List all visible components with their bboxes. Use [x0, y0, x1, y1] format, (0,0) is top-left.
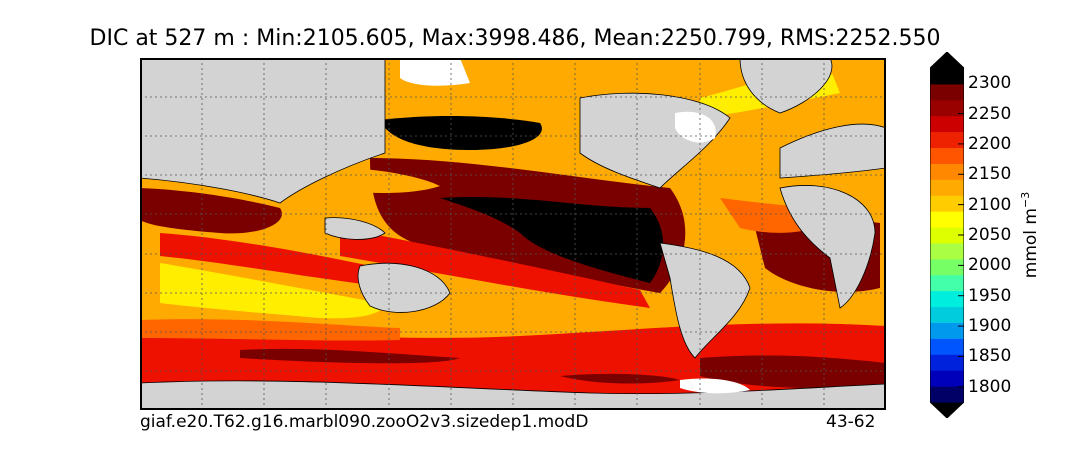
years-label: 43-62 — [826, 412, 876, 432]
indian-ocean-yellow — [160, 263, 382, 319]
colorbar-segment — [930, 68, 964, 85]
colorbar-segment — [930, 227, 964, 244]
south-pacific-darkred — [560, 373, 680, 384]
southern-ocean-orange-band — [140, 319, 400, 341]
colorbar-segment — [930, 290, 964, 308]
colorbar-tick-label: 2200 — [968, 133, 1012, 154]
colorbar-segment — [930, 258, 964, 276]
ocean-dic-map — [140, 58, 886, 410]
land — [140, 58, 886, 410]
africa-land — [779, 185, 876, 309]
colorbar-segment — [930, 115, 964, 133]
colorbar-tick-label: 2000 — [968, 255, 1012, 276]
colorbar-segment — [930, 83, 964, 101]
antarctica-land — [140, 380, 886, 410]
north-pacific-orange — [320, 167, 440, 193]
colorbar-tick-label: 2300 — [968, 73, 1012, 94]
hudson-bay-no-data — [675, 111, 716, 143]
run-name-label: giaf.e20.T62.g16.marbl090.zooO2v3.sizede… — [140, 412, 589, 432]
colorbar-segment — [930, 147, 964, 164]
pacific-red — [340, 228, 650, 308]
colorbar-segment — [930, 179, 964, 196]
colorbar-under-triangle — [930, 402, 964, 418]
colorbar-units: mmol m−3 — [1019, 192, 1041, 278]
colorbar-segment — [930, 322, 964, 339]
southern-ocean-darkred-east — [700, 355, 886, 389]
colorbar-tick-label: 1900 — [968, 316, 1012, 337]
europe-land — [779, 123, 886, 179]
weddell-no-data — [680, 378, 750, 394]
no-data-regions — [400, 58, 750, 394]
pacific-black-tongue — [440, 196, 664, 283]
colorbar-segment — [930, 195, 964, 212]
colorbar-tick-label: 2050 — [968, 225, 1012, 245]
indian-ocean-darkred — [140, 188, 282, 234]
units-exponent: −3 — [1019, 191, 1033, 208]
colorbar-tick-label: 2150 — [968, 164, 1012, 185]
graticule — [140, 58, 886, 410]
southern-ocean-darkred-patch — [240, 348, 460, 364]
asia-land — [140, 58, 386, 204]
colorbar — [930, 52, 964, 418]
colorbar-segment — [930, 99, 964, 117]
colorbar-tick-label: 1850 — [968, 346, 1012, 367]
colorbar-segment — [930, 338, 964, 355]
colorbar-over-triangle — [930, 52, 964, 68]
colorbar-segment — [930, 131, 964, 149]
colorbar-segment — [930, 242, 964, 260]
colorbar-segment — [930, 163, 964, 180]
colorbar-tick-label: 1950 — [968, 285, 1012, 306]
colorbar-segment — [930, 386, 964, 403]
colorbar-segment — [930, 370, 964, 387]
colorbar-segment — [930, 211, 964, 228]
colorbar-tick-label: 2100 — [968, 194, 1012, 215]
arctic-no-data — [400, 58, 470, 86]
colorbar-segment — [930, 306, 964, 323]
south-america-land — [659, 242, 751, 359]
north-pacific-black — [380, 116, 542, 150]
plot-title: DIC at 527 m : Min:2105.605, Max:3998.48… — [89, 26, 941, 51]
map-frame — [140, 58, 886, 410]
units-text: mmol m — [1020, 208, 1041, 279]
colorbar-tick-label: 1800 — [968, 376, 1012, 397]
colorbar-tick-label: 2250 — [968, 103, 1012, 124]
colorbar-segment — [930, 354, 964, 371]
greenland-land — [739, 58, 833, 114]
indian-ocean-red — [160, 233, 380, 286]
maritime-continent-land — [324, 217, 386, 240]
australia-land — [357, 263, 451, 313]
colorbar-segment — [930, 274, 964, 292]
